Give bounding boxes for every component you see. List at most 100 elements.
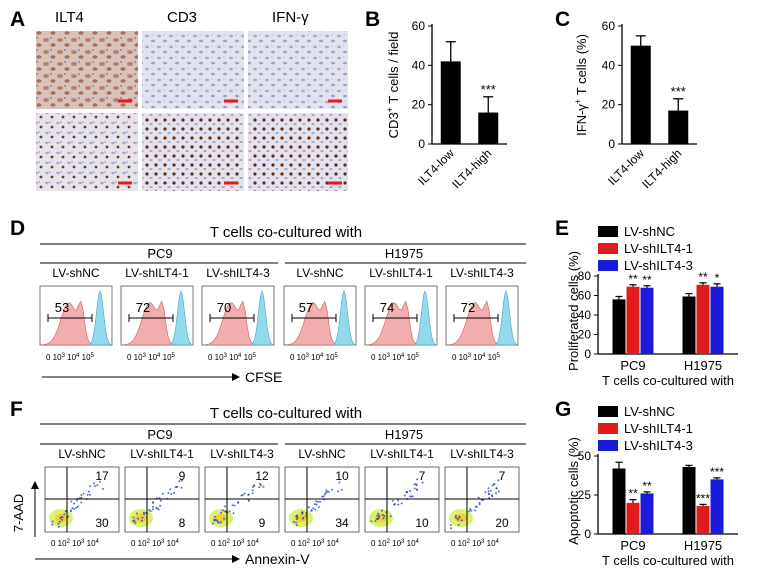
quadrant-lower-right: 34 <box>335 516 349 530</box>
scatter-event <box>212 523 214 525</box>
d-condition-label: LV-shILT4-1 <box>369 266 433 280</box>
annexin-scatter-plots: LV-shNC17300 102 103 104LV-shILT4-1980 1… <box>45 447 519 548</box>
scatter-event <box>392 500 394 502</box>
scatter-event <box>458 524 460 526</box>
y-tick-label: 0 <box>584 527 591 541</box>
scatter-event <box>474 509 476 511</box>
scatter-event <box>293 521 295 523</box>
scatter-event <box>58 526 60 528</box>
scatter-event <box>461 519 463 521</box>
quadrant-upper-right: 7 <box>419 469 426 483</box>
scatter-event <box>370 520 372 522</box>
scatter-event <box>406 491 408 493</box>
gate-percentage: 57 <box>299 300 313 315</box>
x-tick-label: PC9 <box>620 358 645 373</box>
scatter-event <box>89 485 91 487</box>
quadrant-lower-right: 10 <box>415 516 429 530</box>
scatter-density-peak <box>135 514 147 523</box>
x-tick-labels: 0 103 104 105 <box>46 353 95 362</box>
scatter-event <box>224 505 226 507</box>
scatter-event <box>382 514 384 516</box>
scatter-event <box>152 508 154 510</box>
scatter-event <box>62 516 64 518</box>
legend-swatch <box>598 440 618 451</box>
x-tick-labels: 0 103 104 105 <box>127 353 176 362</box>
f-condition-label: LV-shILT4-1 <box>370 447 434 461</box>
gate-percentage: 72 <box>461 300 475 315</box>
scatter-event <box>308 506 310 508</box>
x-tick-label: ILT4-high <box>639 146 684 191</box>
scatter-event <box>181 487 183 489</box>
scatter-event <box>63 513 65 515</box>
bar-ilt4-low <box>441 61 461 144</box>
scatter-event <box>137 518 139 520</box>
scatter-event <box>390 515 392 517</box>
scatter-event <box>495 492 497 494</box>
y-tick-label: 40 <box>412 58 426 72</box>
scatter-event <box>494 483 496 485</box>
significance-mark: ** <box>628 272 638 286</box>
scatter-event <box>393 504 395 506</box>
scatter-event <box>168 492 170 494</box>
scatter-event <box>61 519 63 521</box>
legend-swatch <box>598 423 618 434</box>
scatter-event <box>252 489 254 491</box>
scatter-event <box>468 510 470 512</box>
scatter-event <box>80 494 82 496</box>
scatter-event <box>325 489 327 491</box>
scatter-event <box>302 518 304 520</box>
scatter-event <box>242 494 244 496</box>
quadrant-lower-right: 20 <box>495 516 509 530</box>
scatter-event <box>216 520 218 522</box>
scatter-event <box>80 502 82 504</box>
scatter-event <box>397 499 399 501</box>
scatter-event <box>51 524 53 526</box>
scatter-event <box>301 513 303 515</box>
significance-mark: * <box>715 271 720 285</box>
legend-swatch <box>598 226 618 237</box>
y-tick-label: 20 <box>602 98 616 112</box>
scatter-event <box>457 519 459 521</box>
scatter-event <box>479 502 481 504</box>
stain-label-ilt4: ILT4 <box>55 9 84 26</box>
scatter-event <box>160 500 162 502</box>
scatter-event <box>222 509 224 511</box>
scatter-event <box>315 500 317 502</box>
scatter-event <box>314 509 316 511</box>
scatter-event <box>318 506 320 508</box>
scatter-event <box>328 491 330 493</box>
scatter-event <box>397 504 399 506</box>
scatter-event <box>383 517 385 519</box>
stain-label-cd3: CD3 <box>167 9 197 26</box>
y-tick-label: 0 <box>418 137 425 151</box>
y-tick-label: 40 <box>602 58 616 72</box>
annexin-axis-label: Annexin-V <box>245 551 310 567</box>
bar <box>627 287 640 354</box>
scatter-event <box>214 516 216 518</box>
gate-percentage: 70 <box>217 300 231 315</box>
scatter-event <box>296 515 298 517</box>
scatter-event <box>173 492 175 494</box>
x-caption: T cells co-cultured with <box>602 553 734 568</box>
panel-label-a: A <box>10 8 25 31</box>
ihc-cd3-high <box>142 113 244 191</box>
scatter-event <box>220 512 222 514</box>
chart-c: 0204060ILT4-low***ILT4-highIFN-γ+ T cell… <box>573 19 697 191</box>
f-condition-label: LV-shILT4-1 <box>130 447 194 461</box>
scatter-event <box>416 484 418 486</box>
bar-ilt4-low <box>631 46 651 144</box>
scatter-event <box>143 513 145 515</box>
scatter-event <box>70 510 72 512</box>
quadrant-upper-right: 10 <box>335 469 349 483</box>
ihc-ifng-low <box>248 31 348 109</box>
bar <box>697 285 710 354</box>
scatter-event <box>248 494 250 496</box>
x-caption: T cells co-cultured with <box>602 373 734 388</box>
f-condition-label: LV-shNC <box>58 447 105 461</box>
y-tick-label: 0 <box>608 137 615 151</box>
panel-label-e: E <box>555 217 569 240</box>
scatter-event <box>253 485 255 487</box>
significance-mark: ** <box>642 479 652 493</box>
scatter-event <box>295 522 297 524</box>
